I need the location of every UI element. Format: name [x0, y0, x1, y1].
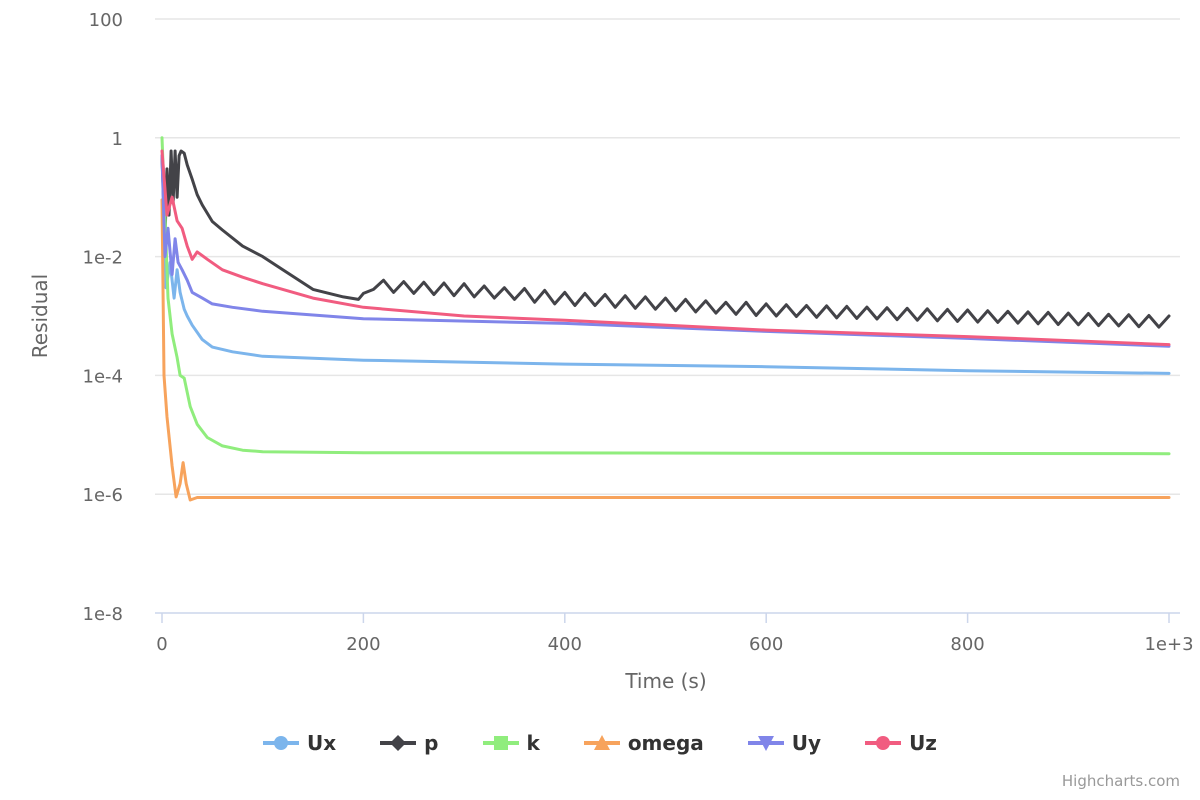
- x-tick-label: 0: [156, 634, 167, 655]
- grid-lines: [155, 18, 1180, 495]
- legend-item-p[interactable]: p: [380, 731, 439, 755]
- legend-item-omega[interactable]: omega: [583, 731, 704, 755]
- y-tick-label: 1e-6: [83, 485, 123, 506]
- x-tick-label: 400: [548, 634, 582, 655]
- series-line-p: [160, 149, 1171, 329]
- y-tick-label: 100: [89, 10, 123, 31]
- triangle-down-marker-icon: [747, 736, 784, 751]
- y-axis-title: Residual: [28, 274, 52, 358]
- square-marker-icon: [482, 736, 519, 750]
- axes: 100 1 1e-2 1e-4 1e-6 1e-8 0 200 400 600 800 1e+3: [83, 10, 1194, 655]
- circle-marker-icon: [263, 736, 300, 750]
- series-line-k: [160, 136, 1171, 456]
- circle-marker-icon: [865, 736, 902, 750]
- diamond-marker-icon: [380, 735, 417, 751]
- triangle-marker-icon: [583, 735, 620, 750]
- legend-label: Uz: [909, 731, 937, 755]
- y-tick-label: 1: [112, 129, 123, 150]
- legend: Ux p k omega Uy Uz: [0, 731, 1200, 755]
- y-tick-label: 1e-4: [83, 366, 123, 387]
- y-tick-label: 1e-2: [83, 248, 123, 269]
- x-tick-label: 600: [749, 634, 783, 655]
- series-line-uz: [160, 149, 1171, 347]
- legend-label: k: [526, 731, 540, 755]
- legend-label: p: [424, 731, 439, 755]
- legend-item-uz[interactable]: Uz: [865, 731, 937, 755]
- x-axis-title: Time (s): [624, 669, 706, 693]
- x-tick-label: 200: [346, 634, 380, 655]
- series-line-omega: [160, 198, 1171, 502]
- x-tick-label: 800: [950, 634, 984, 655]
- legend-item-uy[interactable]: Uy: [747, 731, 822, 755]
- legend-item-ux[interactable]: Ux: [263, 731, 336, 755]
- credits-link[interactable]: Highcharts.com: [1061, 772, 1180, 790]
- legend-label: Uy: [791, 731, 822, 755]
- series-line-ux: [160, 154, 1171, 375]
- legend-label: omega: [627, 731, 704, 755]
- y-tick-label: 1e-8: [83, 604, 123, 625]
- legend-item-k[interactable]: k: [482, 731, 540, 755]
- x-tick-label: 1e+3: [1144, 634, 1193, 655]
- series-group: [160, 136, 1171, 502]
- series-line-uy: [160, 154, 1171, 348]
- legend-label: Ux: [307, 731, 337, 755]
